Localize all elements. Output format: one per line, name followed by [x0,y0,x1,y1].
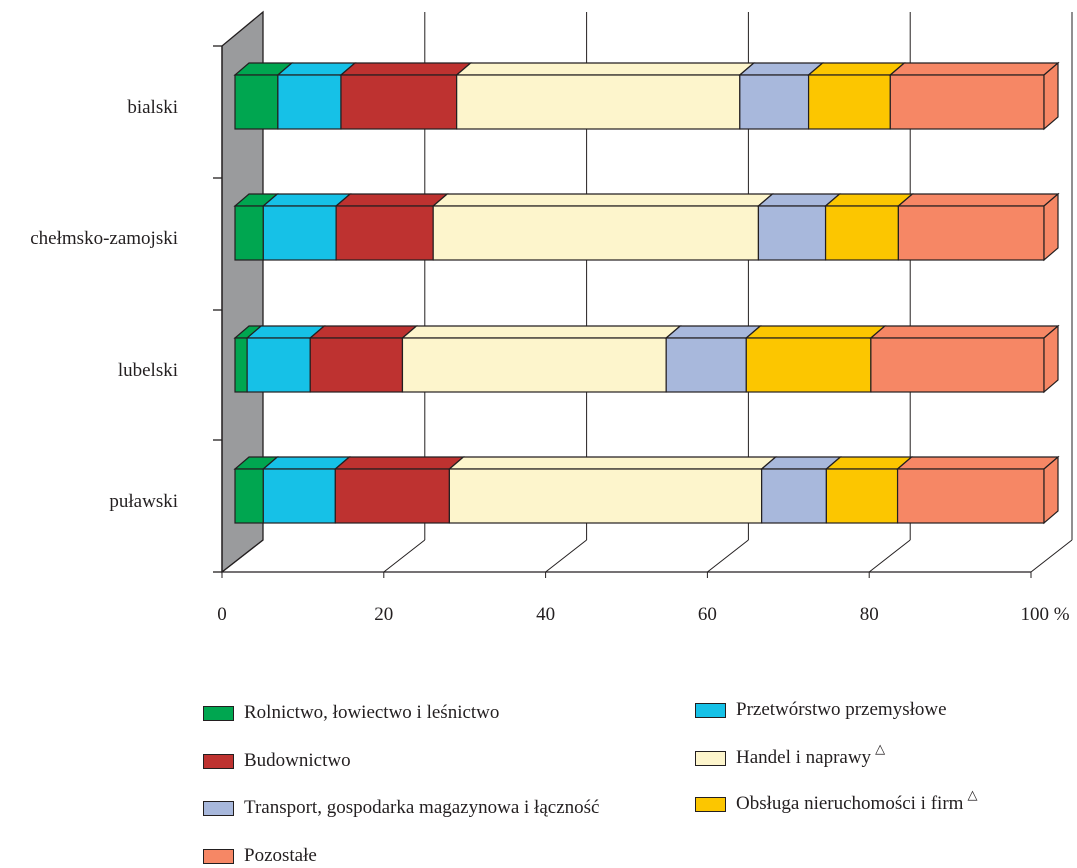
bar-segment-top [308,325,419,339]
bar-segment [897,205,1045,261]
bar-segment-top [455,62,756,76]
bar-end-face [1043,192,1059,262]
bar-segment-top [664,325,762,339]
bar-segment [246,337,311,393]
bar-segment [262,468,336,524]
bar-segment [401,337,667,393]
bar-segment [340,74,458,130]
bar-segment [825,468,899,524]
bar-segment [456,74,741,130]
bar-segment-top [896,193,1060,207]
bar-segment-top [823,193,915,207]
x-tick-label: 100 % [1020,604,1069,625]
bar-segment-top [333,456,466,470]
category-label: puławski [109,491,178,512]
bar-segment [665,337,747,393]
bar-segment-top [431,193,775,207]
bar-segment [824,205,899,261]
floor-gridline [1030,539,1073,573]
x-tick-label: 40 [536,604,555,625]
floor-gridline [545,539,587,573]
bar-segment [757,205,827,261]
bar-segment [277,74,342,130]
x-tick-label: 80 [860,604,879,625]
floor-gridline [383,539,426,573]
bar-segment [448,468,763,524]
floor-gridline [707,539,749,573]
chart-labels: 0 20 40 60 80 100 % bialski chełmsko-zamojski lu… [30,97,1069,625]
bar-segment [745,337,872,393]
bar-segment-top [447,456,778,470]
category-label: lubelski [118,360,178,381]
bar-segment [234,337,248,393]
bar-segment-top [339,62,473,76]
bar-segment [262,205,337,261]
chart-bars [233,61,1060,525]
bar-segment [334,468,450,524]
bar-end-face [1043,324,1059,394]
category-label: chełmsko-zamojski [30,228,178,249]
bar-segment-top [888,62,1060,76]
x-tick-label: 20 [374,604,393,625]
x-tick-label: 0 [217,604,227,625]
bar-segment [335,205,434,261]
bar-segment-top [334,193,449,207]
bar-segment [309,337,404,393]
bar-segment-top [869,325,1060,339]
bar-segment-top [261,193,352,207]
bar-segment [739,74,810,130]
bar-segment-top [400,325,682,339]
floor-gridline [221,539,264,573]
x-tick-label: 60 [698,604,717,625]
bar-segment [234,74,279,130]
bar-segment [432,205,760,261]
bar-segment-top [806,62,906,76]
bar-segment [234,205,264,261]
category-label: bialski [127,97,178,118]
bar-segment-top [261,456,351,470]
bar-segment [761,468,827,524]
bar-segment-top [744,325,887,339]
bar-segment [889,74,1045,130]
bar-segment [870,337,1045,393]
bar-segment [807,74,891,130]
bar-segment-top [895,456,1060,470]
bar-end-face [1043,61,1059,131]
bar-segment [896,468,1045,524]
bar-end-face [1043,455,1059,525]
floor-gridline [868,539,911,573]
bar-segment [234,468,264,524]
